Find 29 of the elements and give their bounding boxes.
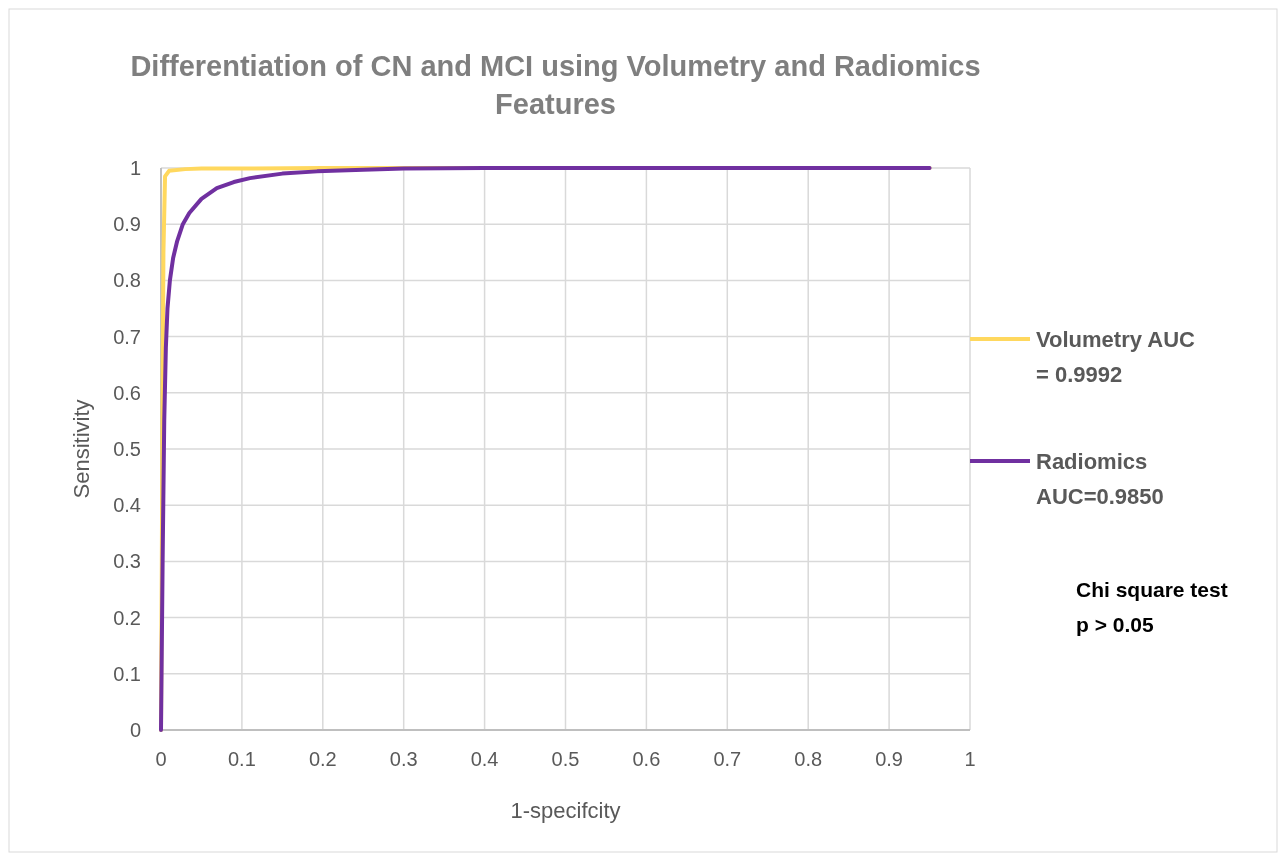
y-tick-label: 0.4	[113, 494, 141, 517]
x-tick-label: 0.6	[632, 748, 661, 770]
x-axis-title: 1-specifcity	[510, 798, 621, 823]
y-tick-label: 0.9	[113, 213, 141, 236]
y-tick-label: 1	[129, 157, 141, 179]
chart-title: Differentiation of CN and MCI using Volumetry and Radiomics Features	[130, 50, 981, 120]
x-tick-label: 0.9	[875, 748, 904, 770]
text: p > 0.05	[1076, 613, 1154, 636]
x-tick-label: 1	[964, 748, 976, 770]
y-tick-label: 0.8	[113, 269, 141, 292]
y-tick-label: 0.5	[113, 438, 141, 460]
x-tick-label: 0.5	[551, 748, 580, 770]
y-tick-label: 0.2	[113, 606, 141, 629]
x-tick-label: 0.8	[794, 748, 823, 770]
text: Chi square test	[1076, 578, 1228, 601]
y-axis-title: Sensitivity	[69, 399, 94, 499]
y-tick-label: 0.6	[113, 381, 141, 404]
x-tick-label: 0.4	[470, 748, 499, 770]
y-tick-label: 0.3	[113, 550, 141, 573]
x-tick-label: 0.2	[308, 748, 337, 770]
x-tick-label: 0.3	[389, 748, 418, 770]
legend-label: Radiomics AUC=0.9850	[1036, 449, 1164, 509]
y-tick-label: 0	[129, 719, 141, 741]
legend-label: Volumetry AUC = 0.9992	[1036, 327, 1196, 387]
x-tick-label: 0	[155, 748, 167, 770]
x-tick-label: 0.1	[227, 748, 256, 770]
y-tick-label: 0.7	[113, 325, 141, 348]
x-tick-label: 0.7	[713, 748, 742, 770]
y-tick-label: 0.1	[113, 662, 141, 685]
